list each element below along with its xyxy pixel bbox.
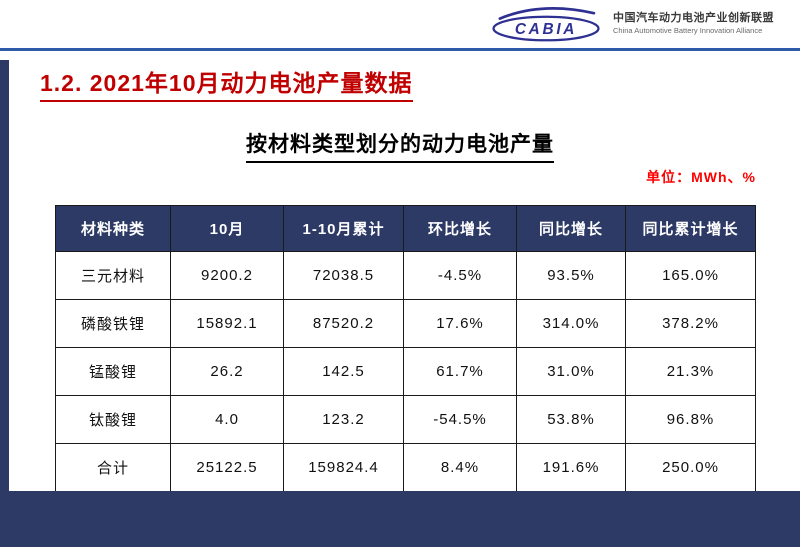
- table-header-row: 材料种类 10月 1-10月累计 环比增长 同比增长 同比累计增长: [55, 205, 756, 252]
- table-cell: -4.5%: [403, 251, 517, 300]
- table-cell: 9200.2: [170, 251, 284, 300]
- table-cell: 72038.5: [283, 251, 404, 300]
- table-cell: 53.8%: [516, 395, 626, 444]
- table-cell: 93.5%: [516, 251, 626, 300]
- table-cell: 123.2: [283, 395, 404, 444]
- cabia-logo-icon: CABIA: [487, 5, 605, 43]
- table-cell: 87520.2: [283, 299, 404, 348]
- table-row: 磷酸铁锂 15892.1 87520.2 17.6% 314.0% 378.2%: [55, 299, 756, 348]
- table-cell: 191.6%: [516, 443, 626, 492]
- table-cell: -54.5%: [403, 395, 517, 444]
- table-cell: 378.2%: [625, 299, 756, 348]
- table-row: 锰酸锂 26.2 142.5 61.7% 31.0% 21.3%: [55, 347, 756, 396]
- column-header: 1-10月累计: [283, 205, 404, 252]
- table-cell: 165.0%: [625, 251, 756, 300]
- column-header: 环比增长: [403, 205, 517, 252]
- org-name-en: China Automotive Battery Innovation Alli…: [613, 26, 763, 36]
- subtitle-wrap: 按材料类型划分的动力电池产量: [0, 128, 800, 163]
- table-cell: 25122.5: [170, 443, 284, 492]
- header-bar: CABIA 中国汽车动力电池产业创新联盟 China Automotive Ba…: [0, 0, 800, 48]
- table-cell: 61.7%: [403, 347, 517, 396]
- footer-bar: [0, 491, 800, 547]
- table-row: 三元材料 9200.2 72038.5 -4.5% 93.5% 165.0%: [55, 251, 756, 300]
- table-cell: 21.3%: [625, 347, 756, 396]
- column-header: 同比增长: [516, 205, 626, 252]
- table-row: 钛酸锂 4.0 123.2 -54.5% 53.8% 96.8%: [55, 395, 756, 444]
- page-title: 1.2. 2021年10月动力电池产量数据: [40, 64, 413, 102]
- table-row: 合计 25122.5 159824.4 8.4% 191.6% 250.0%: [55, 443, 756, 492]
- table-cell: 31.0%: [516, 347, 626, 396]
- table-cell: 三元材料: [55, 251, 171, 300]
- brand: CABIA 中国汽车动力电池产业创新联盟 China Automotive Ba…: [487, 5, 774, 43]
- table-cell: 17.6%: [403, 299, 517, 348]
- unit-note: 单位：MWh、%: [646, 169, 756, 185]
- left-accent-bar: [0, 60, 9, 491]
- table-cell: 锰酸锂: [55, 347, 171, 396]
- org-names: 中国汽车动力电池产业创新联盟 China Automotive Battery …: [613, 12, 774, 35]
- org-name-cn: 中国汽车动力电池产业创新联盟: [613, 12, 774, 25]
- table-cell: 4.0: [170, 395, 284, 444]
- table-cell: 磷酸铁锂: [55, 299, 171, 348]
- table-cell: 26.2: [170, 347, 284, 396]
- column-header: 10月: [170, 205, 284, 252]
- header-divider: [0, 48, 800, 51]
- column-header: 同比累计增长: [625, 205, 756, 252]
- table-cell: 142.5: [283, 347, 404, 396]
- table-cell: 250.0%: [625, 443, 756, 492]
- table-cell: 15892.1: [170, 299, 284, 348]
- table-cell: 314.0%: [516, 299, 626, 348]
- table-title: 按材料类型划分的动力电池产量: [246, 128, 554, 163]
- table-cell: 159824.4: [283, 443, 404, 492]
- logo-text: CABIA: [515, 21, 577, 38]
- table-cell: 8.4%: [403, 443, 517, 492]
- table-cell: 合计: [55, 443, 171, 492]
- table-cell: 钛酸锂: [55, 395, 171, 444]
- table-cell: 96.8%: [625, 395, 756, 444]
- battery-production-table: 材料种类 10月 1-10月累计 环比增长 同比增长 同比累计增长 三元材料 9…: [55, 205, 756, 492]
- column-header: 材料种类: [55, 205, 171, 252]
